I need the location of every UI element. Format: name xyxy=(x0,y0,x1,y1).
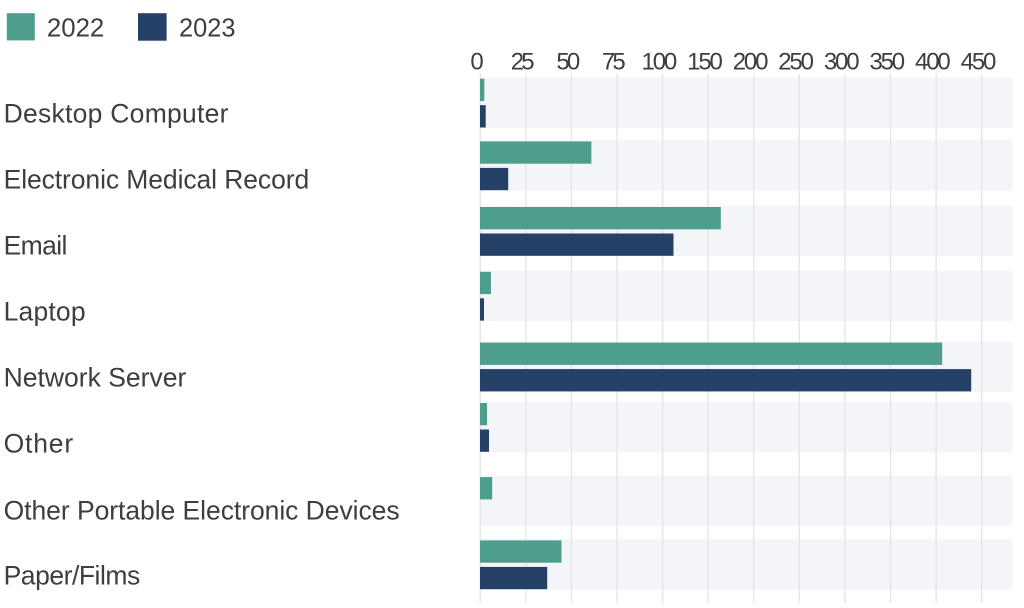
svg-text:200: 200 xyxy=(733,49,769,76)
svg-text:Electronic Medical Record: Electronic Medical Record xyxy=(4,164,310,194)
svg-text:Other: Other xyxy=(4,429,74,459)
svg-text:75: 75 xyxy=(602,49,626,76)
svg-text:100: 100 xyxy=(642,49,678,76)
svg-text:2022: 2022 xyxy=(47,14,104,42)
svg-text:150: 150 xyxy=(687,49,723,76)
svg-text:25: 25 xyxy=(511,49,535,76)
svg-text:Network Server: Network Server xyxy=(4,362,187,392)
svg-text:400: 400 xyxy=(915,49,951,76)
svg-text:250: 250 xyxy=(778,49,814,76)
svg-text:Email: Email xyxy=(4,230,68,260)
svg-text:2023: 2023 xyxy=(179,14,236,42)
svg-text:Paper/Films: Paper/Films xyxy=(4,560,141,590)
svg-text:Other Portable Electronic Devi: Other Portable Electronic Devices xyxy=(4,495,400,525)
svg-text:450: 450 xyxy=(961,49,997,76)
svg-text:50: 50 xyxy=(556,49,580,76)
svg-text:0: 0 xyxy=(470,49,483,76)
svg-text:350: 350 xyxy=(869,49,905,76)
svg-text:300: 300 xyxy=(824,49,860,76)
svg-text:Laptop: Laptop xyxy=(4,296,86,326)
svg-text:Desktop Computer: Desktop Computer xyxy=(4,98,229,128)
